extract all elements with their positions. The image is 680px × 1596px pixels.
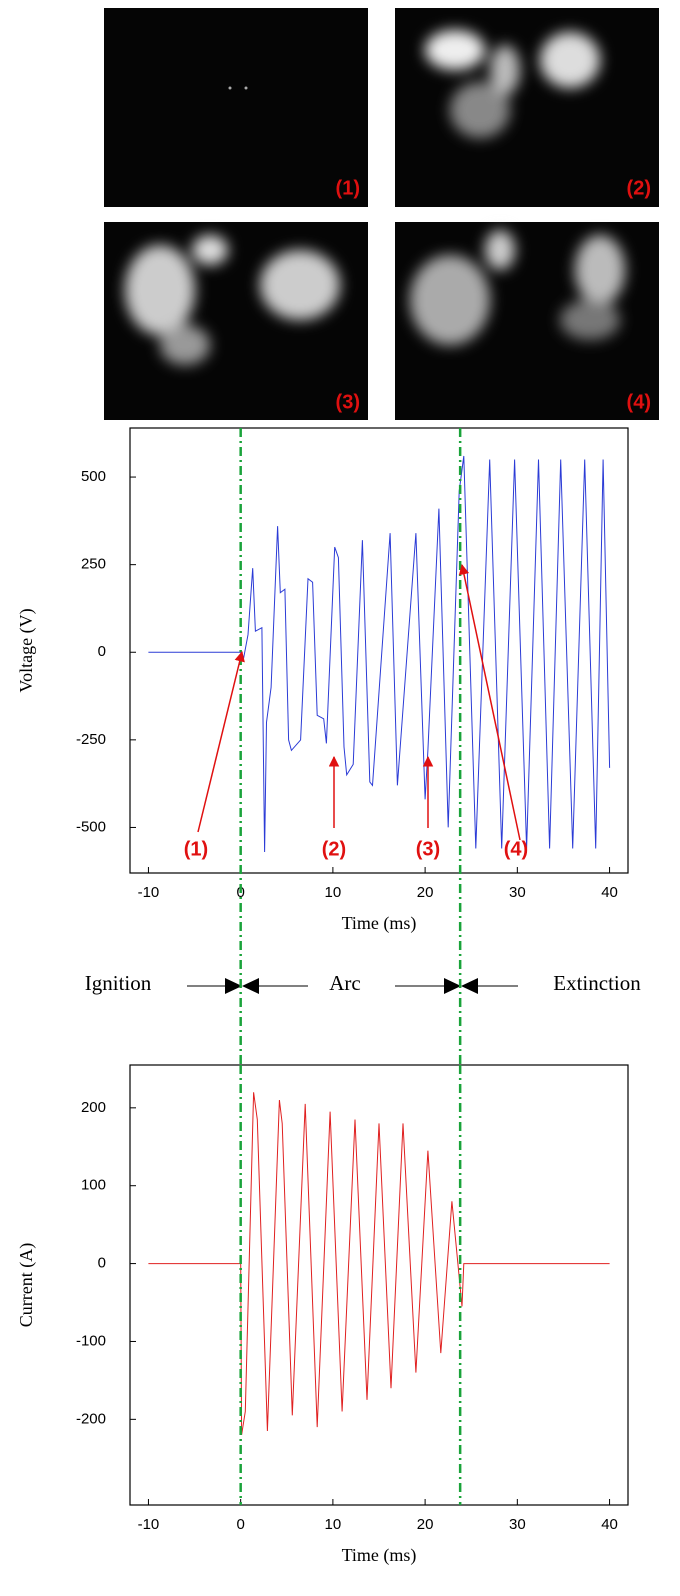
- panel-label: (4): [627, 391, 651, 413]
- x-tick-label: -10: [138, 1516, 160, 1533]
- plot-frame: [129, 427, 629, 874]
- phase-label: Extinction: [553, 971, 641, 995]
- y-tick-label: 100: [81, 1177, 106, 1194]
- phase-arrow: [225, 978, 259, 994]
- annotation: (1): [184, 838, 208, 860]
- y-tick-label: -250: [76, 731, 106, 748]
- y-tick-label: 0: [98, 1255, 106, 1272]
- spark: [228, 86, 232, 90]
- y-tick-label: -200: [76, 1410, 106, 1427]
- annotation: (2): [322, 838, 346, 860]
- annotation-arrow: [197, 650, 245, 833]
- x-tick-label: 10: [325, 884, 342, 901]
- plasma: [425, 30, 600, 138]
- y-axis-title: Voltage (V): [16, 608, 37, 692]
- y-tick-label: -100: [76, 1332, 106, 1349]
- y-tick-label: 200: [81, 1099, 106, 1116]
- x-tick-label: 20: [417, 1516, 434, 1533]
- x-tick-label: 0: [236, 1516, 244, 1533]
- panel-label: (1): [336, 177, 360, 199]
- panel-label: (2): [627, 177, 651, 199]
- plasma: [125, 235, 340, 365]
- annotation: (3): [416, 838, 440, 860]
- x-axis-title: Time (ms): [342, 1545, 417, 1566]
- y-tick-label: 250: [81, 556, 106, 573]
- y-tick-label: 500: [81, 468, 106, 485]
- photos: (1) (2) (3) (4): [104, 8, 659, 420]
- annotation-arrow: [458, 563, 521, 841]
- y-tick-label: 0: [98, 643, 106, 660]
- y-axis-title: Current (A): [16, 1243, 37, 1327]
- x-tick-label: 10: [325, 1516, 342, 1533]
- spark: [244, 86, 248, 90]
- plasma: [410, 230, 625, 345]
- x-tick-label: 40: [601, 884, 618, 901]
- phase-row: Ignition Arc Extinction: [85, 971, 641, 995]
- data-line: [148, 455, 611, 853]
- x-tick-label: 20: [417, 884, 434, 901]
- x-tick-label: -10: [138, 884, 160, 901]
- photo: [104, 8, 368, 207]
- data-line: [148, 1092, 610, 1435]
- phase-label: Arc: [329, 971, 360, 995]
- plot-frame: [129, 1064, 629, 1506]
- phase-label: Ignition: [85, 971, 152, 995]
- x-tick-label: 30: [509, 884, 526, 901]
- x-tick-label: 40: [601, 1516, 618, 1533]
- x-axis-title: Time (ms): [342, 913, 417, 934]
- y-tick-label: -500: [76, 818, 106, 835]
- annotation: (4): [504, 838, 528, 860]
- panel-label: (3): [336, 391, 360, 413]
- x-tick-label: 30: [509, 1516, 526, 1533]
